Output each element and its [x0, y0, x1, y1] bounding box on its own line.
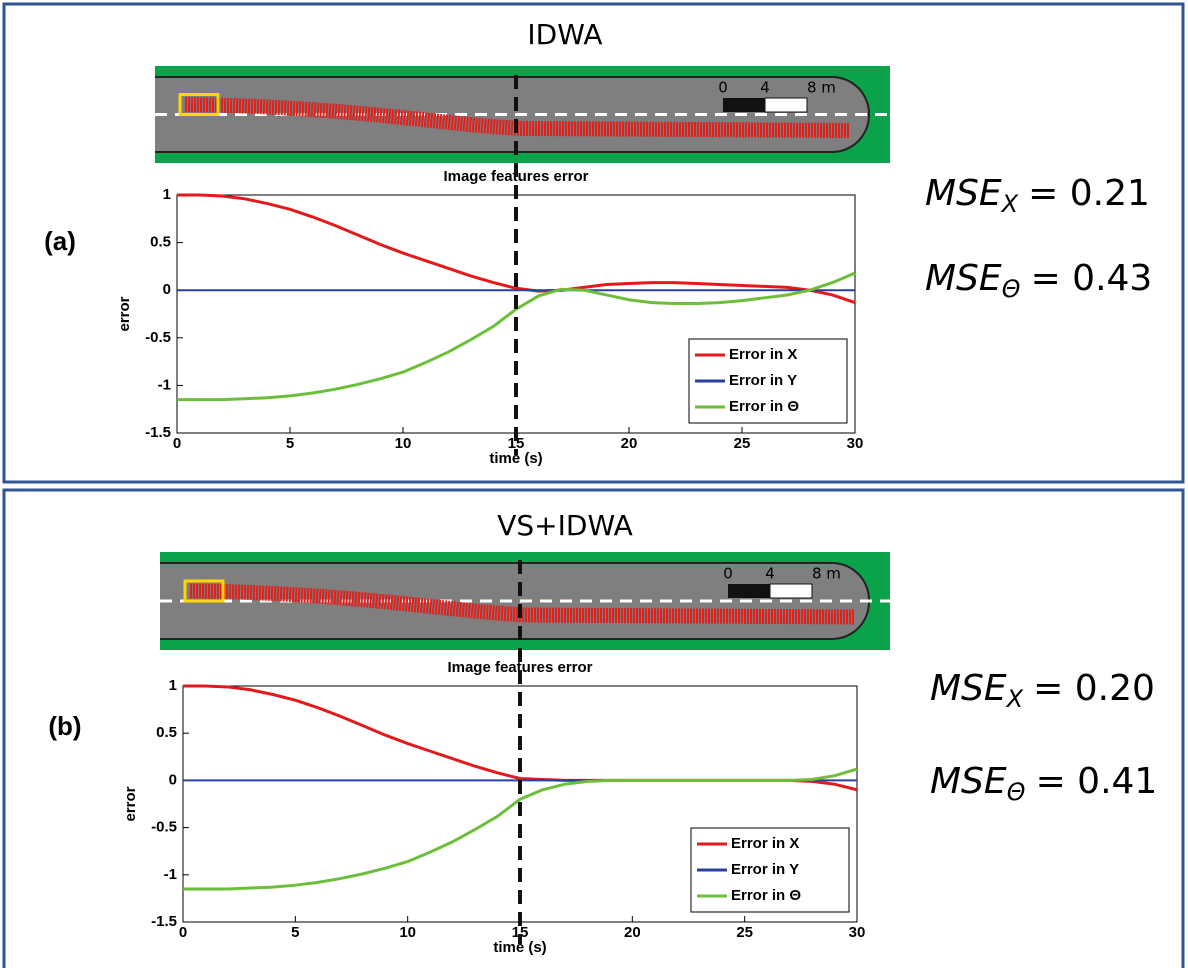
legend-label: Error in Y [731, 861, 799, 878]
mse-name: MSE [925, 258, 1002, 299]
road-image: 0 4 8 m [155, 66, 890, 163]
panel-label: (a) [44, 226, 76, 256]
scale-black [728, 584, 770, 598]
y-tick-label: -1.5 [145, 424, 171, 441]
scale-label: 4 [760, 79, 770, 97]
x-axis-label: time (s) [493, 939, 546, 956]
series-line [177, 271, 856, 402]
mse-value: = 0.43 [1031, 258, 1153, 299]
mse-annotation: MSEΘ = 0.43 [925, 258, 1152, 303]
x-tick-label: 20 [621, 435, 638, 452]
mse-subscript: Θ [1002, 275, 1021, 303]
mse-value: = 0.41 [1036, 761, 1158, 802]
trajectory [184, 97, 851, 138]
x-tick-label: 0 [173, 435, 181, 452]
x-tick-label: 20 [624, 924, 641, 941]
trajectory [189, 583, 856, 625]
y-tick-label: -1 [158, 376, 171, 393]
x-tick-label: 10 [399, 924, 416, 941]
mse-subscript: X [1000, 190, 1019, 218]
x-tick-label: 30 [849, 924, 866, 941]
mse-subscript: Θ [1007, 778, 1026, 806]
x-tick-label: 0 [179, 924, 187, 941]
y-tick-label: -0.5 [151, 819, 177, 836]
panel-title: IDWA [527, 18, 602, 51]
x-axis-label: time (s) [489, 450, 542, 467]
y-tick-label: 1 [169, 677, 177, 694]
panel-title: VS+IDWA [497, 509, 633, 542]
y-tick-label: 0 [163, 281, 171, 298]
x-tick-label: 30 [847, 435, 864, 452]
panel-border [2, 2, 1185, 484]
y-axis-label: error [116, 296, 133, 331]
y-tick-label: 0.5 [156, 724, 177, 741]
mse-name: MSE [925, 173, 1002, 214]
x-tick-label: 25 [734, 435, 751, 452]
y-tick-label: -1.5 [151, 913, 177, 930]
mse-annotation: MSEX = 0.20 [930, 668, 1155, 713]
x-tick-label: 10 [395, 435, 412, 452]
legend-label: Error in Y [729, 372, 797, 389]
legend-label: Error in X [729, 346, 797, 363]
chart-title: Image features error [447, 659, 592, 676]
y-tick-label: 0.5 [150, 234, 171, 251]
scale-white [769, 583, 813, 599]
scale-black [723, 98, 765, 112]
scale-label: 8 m [807, 79, 836, 97]
scale-label: 8 m [812, 565, 841, 583]
x-tick-label: 15 [512, 924, 529, 941]
x-tick-label: 25 [736, 924, 753, 941]
mse-name: MSE [930, 668, 1007, 709]
scale-label: 4 [765, 565, 775, 583]
scale-label: 0 [723, 565, 733, 583]
mse-annotation: MSEΘ = 0.41 [930, 761, 1157, 806]
mse-subscript: X [1005, 685, 1024, 713]
x-tick-label: 5 [286, 435, 294, 452]
scale-white [764, 97, 808, 113]
series-line [177, 193, 856, 304]
y-axis-label: error [122, 786, 139, 821]
y-tick-label: 0 [169, 771, 177, 788]
y-tick-label: 1 [163, 186, 171, 203]
y-tick-label: -1 [164, 866, 177, 883]
road-image: 0 4 8 m [160, 552, 890, 650]
vehicle-box [178, 93, 220, 116]
legend-label: Error in Θ [731, 887, 801, 904]
scale-label: 0 [718, 79, 728, 97]
x-tick-label: 15 [508, 435, 525, 452]
x-tick-label: 5 [291, 924, 299, 941]
panel-border [2, 488, 1185, 968]
mse-value: = 0.21 [1028, 173, 1150, 214]
panel-label: (b) [48, 711, 81, 741]
mse-value: = 0.20 [1033, 668, 1155, 709]
y-tick-label: -0.5 [145, 329, 171, 346]
mse-annotation: MSEX = 0.21 [925, 173, 1150, 218]
mse-name: MSE [930, 761, 1007, 802]
vehicle-box [183, 579, 225, 603]
legend-label: Error in X [731, 835, 799, 852]
legend-label: Error in Θ [729, 398, 799, 415]
series-line [183, 767, 858, 891]
